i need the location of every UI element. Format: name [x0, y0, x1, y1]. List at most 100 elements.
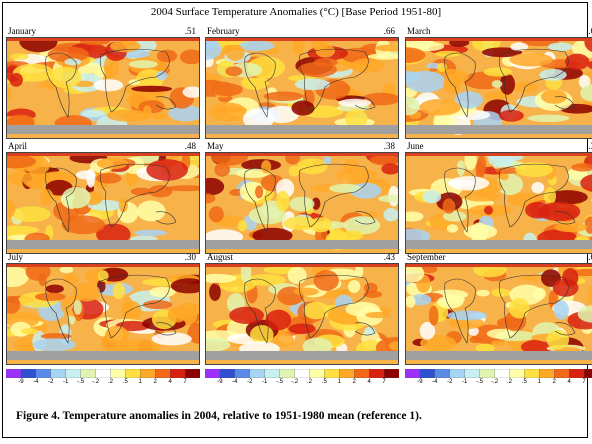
anomaly-blob — [483, 67, 513, 77]
anomaly-blob — [292, 38, 305, 55]
anomaly-blob — [12, 206, 51, 222]
colorbar-label: .2 — [306, 379, 312, 385]
anomaly-blob — [240, 263, 252, 283]
colorbar-label: 2 — [153, 379, 157, 385]
polar-band — [6, 37, 200, 41]
colorbar: -9 -4 -2 -1 -.5 -.2 .2 .5 1 2 4 7 — [405, 369, 592, 391]
colorbar-label: -9 — [417, 379, 423, 385]
anomaly-blob — [142, 300, 173, 310]
anomaly-blob — [343, 216, 381, 235]
colorbar-label: -4 — [33, 379, 39, 385]
anomaly-blob — [261, 160, 272, 174]
colorbar-swatch — [383, 369, 399, 378]
anomaly-blob — [527, 114, 570, 122]
coastline — [244, 163, 376, 233]
anomaly-blob — [9, 73, 24, 87]
anomaly-blob — [419, 321, 436, 340]
colorbar-swatches — [6, 369, 200, 378]
anomaly-blob — [151, 332, 192, 346]
colorbar-swatch — [170, 369, 186, 378]
anomaly-value: .6 — [588, 252, 592, 262]
colorbar-swatch — [35, 369, 52, 378]
anomaly-blob — [209, 283, 221, 301]
anomaly-map — [6, 37, 200, 139]
anomaly-blob — [110, 40, 141, 53]
colorbar-swatch — [494, 369, 511, 378]
anomaly-blob — [96, 157, 128, 170]
anomaly-blob — [64, 58, 82, 66]
anomaly-blob — [323, 156, 332, 165]
anomaly-blob — [214, 106, 247, 113]
anomaly-blob — [38, 171, 79, 185]
anomaly-blob — [229, 306, 265, 324]
coastline — [244, 48, 376, 118]
anomaly-value: .3 — [588, 141, 592, 151]
no-data-band — [405, 125, 592, 134]
anomaly-blob — [544, 187, 556, 205]
anomaly-blob — [484, 205, 494, 215]
anomaly-blob — [12, 63, 55, 82]
anomaly-blob — [348, 279, 361, 294]
anomaly-blob — [40, 333, 72, 340]
colorbar-label: -9 — [18, 379, 24, 385]
colorbar-swatch — [434, 369, 451, 378]
colorbar-label: 2 — [552, 379, 556, 385]
colorbar-label: 7 — [582, 379, 586, 385]
anomaly-blob — [134, 229, 168, 237]
map-panel: February .66 — [205, 26, 399, 142]
anomaly-blob — [580, 174, 592, 192]
anomaly-blob — [580, 84, 592, 102]
colorbar-swatch — [419, 369, 436, 378]
no-data-band — [6, 125, 200, 134]
map-panel: January .51 — [6, 26, 200, 142]
anomaly-blob — [405, 47, 426, 63]
anomaly-map — [405, 263, 592, 365]
anomaly-map — [6, 152, 200, 254]
polar-band — [6, 263, 200, 267]
anomaly-blob — [214, 162, 231, 177]
month-label: June — [407, 141, 424, 151]
anomaly-blob — [291, 100, 315, 116]
anomaly-map — [6, 263, 200, 365]
colorbar-label: 1 — [138, 379, 142, 385]
anomaly-blob — [446, 224, 459, 233]
colorbar-swatch — [294, 369, 311, 378]
anomaly-blob — [313, 58, 338, 67]
anomaly-map — [405, 37, 592, 139]
colorbar-label: -2 — [447, 379, 453, 385]
colorbar-swatch — [509, 369, 526, 378]
anomaly-blob — [354, 264, 364, 278]
anomaly-blob — [96, 223, 131, 246]
anomaly-blob — [422, 190, 442, 204]
map-border — [205, 263, 399, 365]
anomaly-value: .48 — [184, 141, 196, 151]
anomaly-blob — [351, 58, 385, 73]
colorbar-label: 7 — [183, 379, 187, 385]
anomaly-blob — [131, 85, 173, 93]
anomaly-value: .43 — [383, 252, 395, 262]
colorbar-swatch — [95, 369, 112, 378]
polar-band — [405, 263, 592, 267]
anomaly-blob — [47, 46, 89, 63]
anomaly-blob — [388, 341, 399, 351]
colorbar-label: -1 — [462, 379, 468, 385]
anomaly-value: .38 — [383, 141, 395, 151]
anomaly-blob — [241, 75, 269, 90]
colorbar-label: 2 — [352, 379, 356, 385]
map-border — [6, 37, 200, 139]
anomaly-blob — [588, 285, 592, 292]
colorbar-label: 1 — [537, 379, 541, 385]
anomaly-blob — [584, 216, 592, 234]
no-data-band — [405, 240, 592, 249]
coastline — [45, 48, 177, 118]
colorbar: -9 -4 -2 -1 -.5 -.2 .2 .5 1 2 4 7 — [6, 369, 200, 391]
anomaly-blob — [456, 160, 466, 176]
anomaly-blob — [491, 340, 506, 347]
colorbar-swatch — [324, 369, 340, 378]
colorbar-swatch — [449, 369, 466, 378]
anomaly-blob — [287, 266, 307, 285]
anomaly-blob — [135, 38, 157, 53]
colorbar-label: -1 — [262, 379, 268, 385]
anomaly-blob — [205, 273, 237, 283]
anomaly-blob — [263, 91, 304, 101]
